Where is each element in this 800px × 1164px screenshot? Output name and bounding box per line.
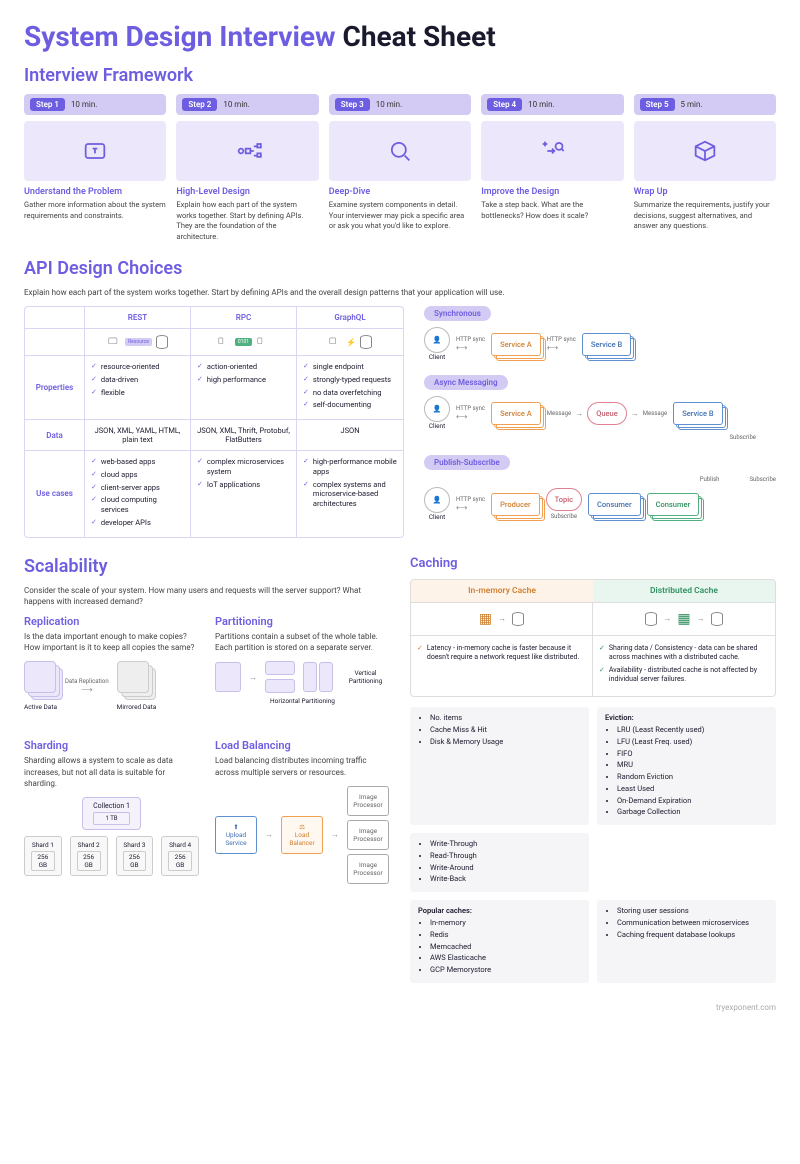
cache-list-2: Write-ThroughRead-ThroughWrite-AroundWri… xyxy=(410,833,589,892)
step-1: Step 110 min. Understand the Problem Gat… xyxy=(24,94,166,242)
framework-heading: Interview Framework xyxy=(24,65,776,86)
sync-badge: Synchronous xyxy=(424,306,491,321)
steps-row: Step 110 min. Understand the Problem Gat… xyxy=(24,94,776,242)
step-4: Step 410 min. Improve the Design Take a … xyxy=(481,94,623,242)
cache-list-3: Popular caches:In-memoryRedisMemcachedAW… xyxy=(410,900,589,983)
consumer-box: Consumer xyxy=(588,493,641,516)
cache-table: In-memory Cache Distributed Cache ▦→ →▦→… xyxy=(410,579,776,697)
cache-lists: No. itemsCache Miss & HitDisk & Memory U… xyxy=(410,707,776,983)
replication-heading: Replication xyxy=(24,615,199,628)
api-subtitle: Explain how each part of the system work… xyxy=(24,287,776,298)
scalability-heading: Scalability xyxy=(24,556,390,577)
step-4-icon xyxy=(481,121,623,181)
shard-box: Shard 3256 GB xyxy=(116,836,154,876)
caching-heading: Caching xyxy=(410,556,776,571)
step-5-icon xyxy=(634,121,776,181)
pubsub-badge: Publish-Subscribe xyxy=(424,455,510,470)
step-2-icon xyxy=(176,121,318,181)
step-2: Step 210 min. High-Level Design Explain … xyxy=(176,94,318,242)
topic-box: Topic xyxy=(546,488,582,511)
scalability-sub: Consider the scale of your system. How m… xyxy=(24,585,390,607)
cache-list-0: No. itemsCache Miss & HitDisk & Memory U… xyxy=(410,707,589,825)
service-a-box: Service A xyxy=(491,333,541,356)
step-3-icon xyxy=(329,121,471,181)
partitioning-heading: Partitioning xyxy=(215,615,390,628)
shard-box: Shard 1256 GB xyxy=(24,836,62,876)
sharding-heading: Sharding xyxy=(24,739,199,752)
producer-box: Producer xyxy=(491,493,540,516)
service-b-box: Service B xyxy=(582,333,631,356)
step-5: Step 55 min. Wrap Up Summarize the requi… xyxy=(634,94,776,242)
client-icon: 👤 xyxy=(424,327,450,353)
main-title: System Design Interview Cheat Sheet xyxy=(24,20,776,53)
api-heading: API Design Choices xyxy=(24,258,776,279)
footer-link: tryexponent.com xyxy=(24,1003,776,1012)
comm-patterns: Synchronous 👤Client HTTP sync⟷ Service A… xyxy=(424,306,776,538)
loadbalancing-heading: Load Balancing xyxy=(215,739,390,752)
api-table: REST RPC GraphQL Resource 0101 ⚡ Propert… xyxy=(24,306,404,538)
cache-list-1: Eviction:LRU (Least Recently used)LFU (L… xyxy=(597,707,776,825)
step-1-icon xyxy=(24,121,166,181)
step-3: Step 310 min. Deep-Dive Examine system c… xyxy=(329,94,471,242)
shard-box: Shard 2256 GB xyxy=(70,836,108,876)
queue-box: Queue xyxy=(587,402,627,425)
async-badge: Async Messaging xyxy=(424,375,508,390)
shard-box: Shard 4256 GB xyxy=(161,836,199,876)
cache-list-4: Storing user sessionsCommunication betwe… xyxy=(597,900,776,983)
